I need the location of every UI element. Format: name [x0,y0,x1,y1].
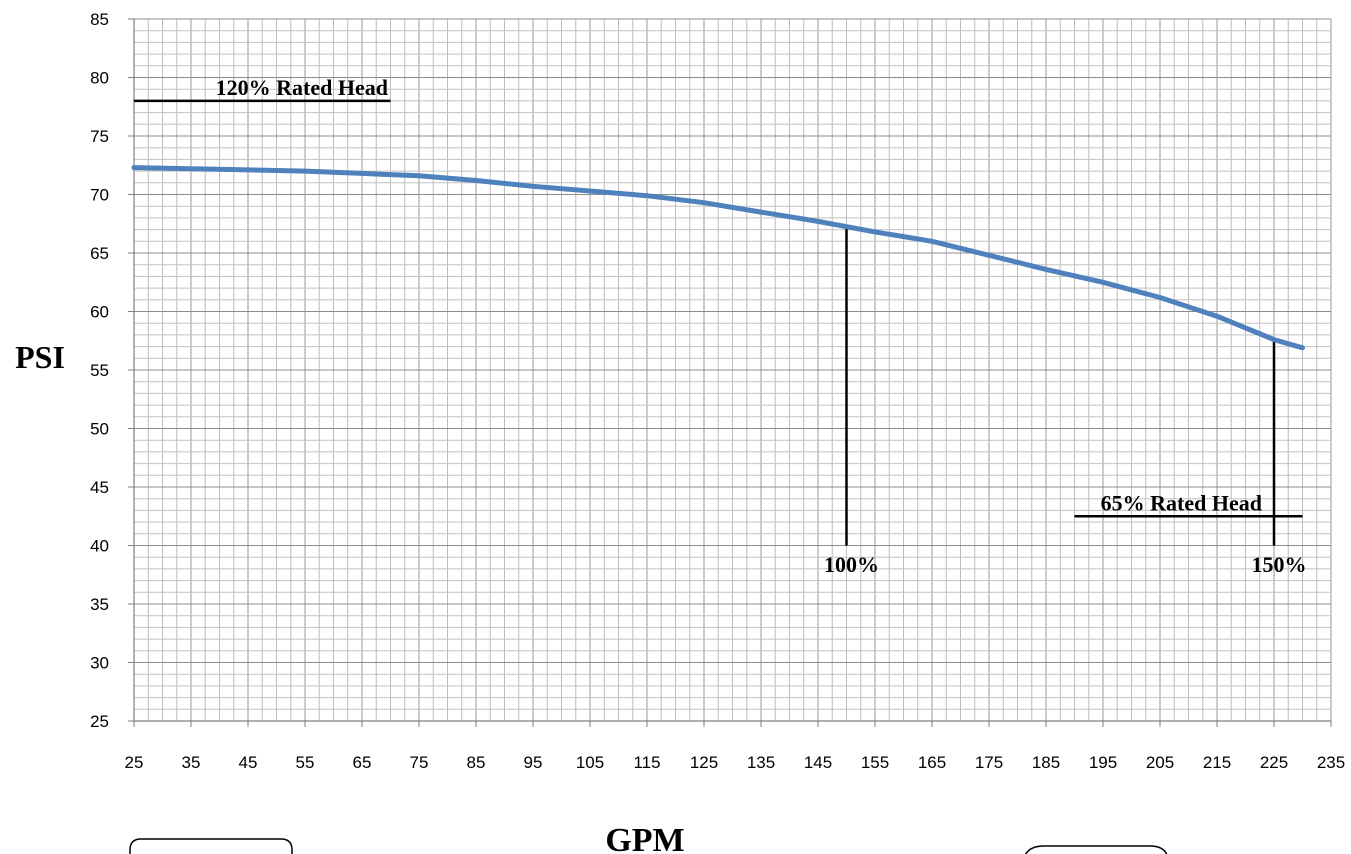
grid-lines [133,18,1332,722]
x-tick-label: 35 [182,753,201,772]
series-line-pump-curve [131,165,1305,351]
x-tick-label: 105 [576,753,604,772]
x-tick-label: 95 [524,753,543,772]
x-tick-label: 55 [296,753,315,772]
y-axis-label: PSI [15,339,65,375]
x-tick-label: 75 [410,753,429,772]
vline-label-0: 100% [824,552,879,577]
y-tick-labels: 25 30 35 40 45 50 55 60 65 70 75 80 85 [90,10,134,731]
y-tick-label: 25 [90,712,109,731]
x-tick-label: 135 [747,753,775,772]
x-tick-label: 65 [353,753,372,772]
y-tick-label: 55 [90,361,109,380]
x-tick-label: 145 [804,753,832,772]
x-tick-label: 115 [633,753,660,772]
x-tick-label: 125 [690,753,718,772]
x-tick-label: 205 [1146,753,1174,772]
annotations: 120% Rated Head 65% Rated Head 100% 150% [134,75,1307,577]
hline-label-0: 120% Rated Head [216,75,388,100]
y-tick-label: 80 [90,69,109,88]
y-tick-label: 40 [90,537,109,556]
y-tick-label: 85 [90,10,109,29]
bottom-right-box [1025,845,1168,854]
y-tick-label: 35 [90,595,109,614]
y-tick-label: 45 [90,478,109,497]
x-tick-label: 155 [861,753,889,772]
x-tick-label: 25 [125,753,144,772]
y-tick-label: 30 [90,654,109,673]
vline-label-1: 150% [1252,552,1307,577]
hline-label-1: 65% Rated Head [1101,490,1262,515]
bottom-left-box [129,838,293,854]
y-tick-label: 70 [90,186,109,205]
y-tick-label: 60 [90,303,109,322]
x-tick-label: 215 [1203,753,1231,772]
y-tick-label: 50 [90,420,109,439]
x-tick-label: 165 [918,753,946,772]
x-tick-label: 235 [1317,753,1345,772]
x-axis-label: GPM [605,822,684,854]
x-tick-label: 225 [1260,753,1288,772]
x-tick-label: 175 [975,753,1003,772]
x-tick-label: 195 [1089,753,1117,772]
y-tick-label: 75 [90,127,109,146]
x-tick-label: 45 [239,753,258,772]
x-tick-label: 185 [1032,753,1060,772]
series-layer [131,165,1305,351]
y-tick-label: 65 [90,244,109,263]
x-tick-labels: 25 35 45 55 65 75 85 95 105 115 125 135 145 155 165 175… [125,721,1345,772]
x-tick-label: 85 [467,753,486,772]
